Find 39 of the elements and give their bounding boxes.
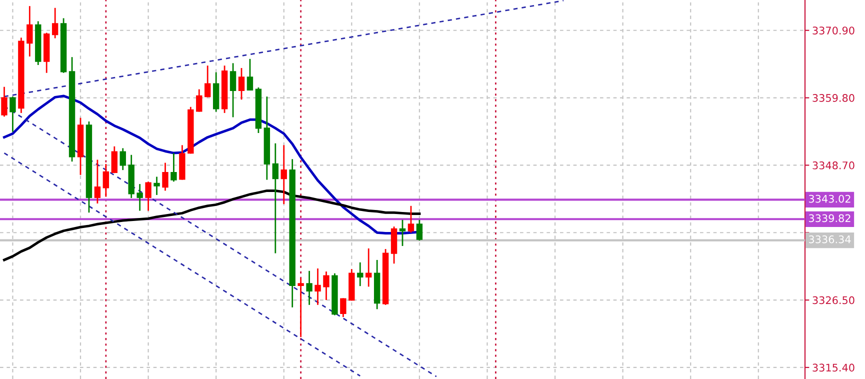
- candlestick: [340, 298, 346, 318]
- candlestick: [94, 159, 101, 204]
- candlestick: [196, 88, 202, 112]
- candlestick: [136, 183, 143, 212]
- candlestick: [10, 96, 16, 132]
- candlestick: [111, 146, 118, 174]
- candlestick: [366, 248, 372, 288]
- y-tick-label: 3315.40: [812, 364, 854, 372]
- candlestick: [306, 270, 312, 306]
- candlestick: [102, 163, 110, 198]
- candlestick: [272, 142, 278, 254]
- candlestick: [1, 86, 8, 118]
- candlestick: [416, 219, 423, 242]
- y-tick-label: 3348.70: [812, 161, 854, 170]
- candlestick: [314, 268, 321, 306]
- candlestick: [298, 277, 304, 338]
- candlestick: [154, 176, 160, 196]
- candlestick: [238, 67, 245, 100]
- candlestick: [170, 152, 177, 182]
- line-series: [2, 189, 421, 262]
- candlestick: [323, 270, 330, 301]
- candlestick: [399, 219, 406, 247]
- candlestick: [230, 62, 236, 118]
- ref-line-label: 3336.34: [809, 235, 851, 244]
- ref-line-label: 3343.02: [809, 194, 850, 203]
- candlestick: [246, 58, 254, 92]
- candlestick: [408, 205, 414, 234]
- ref-line-label: 3339.82: [809, 214, 850, 222]
- candlestick: [204, 64, 211, 98]
- y-tick-label: 3326.50: [812, 296, 854, 304]
- candlestick: [52, 7, 58, 39]
- candlestick: [26, 5, 33, 58]
- candlestick: [120, 148, 126, 171]
- y-tick-label: 3370.90: [812, 26, 854, 34]
- y-tick-label: 3359.80: [812, 94, 854, 102]
- candlestick: [145, 180, 152, 212]
- candlestick: [357, 262, 364, 287]
- candlestick: [280, 144, 287, 205]
- candlestick: [162, 162, 168, 192]
